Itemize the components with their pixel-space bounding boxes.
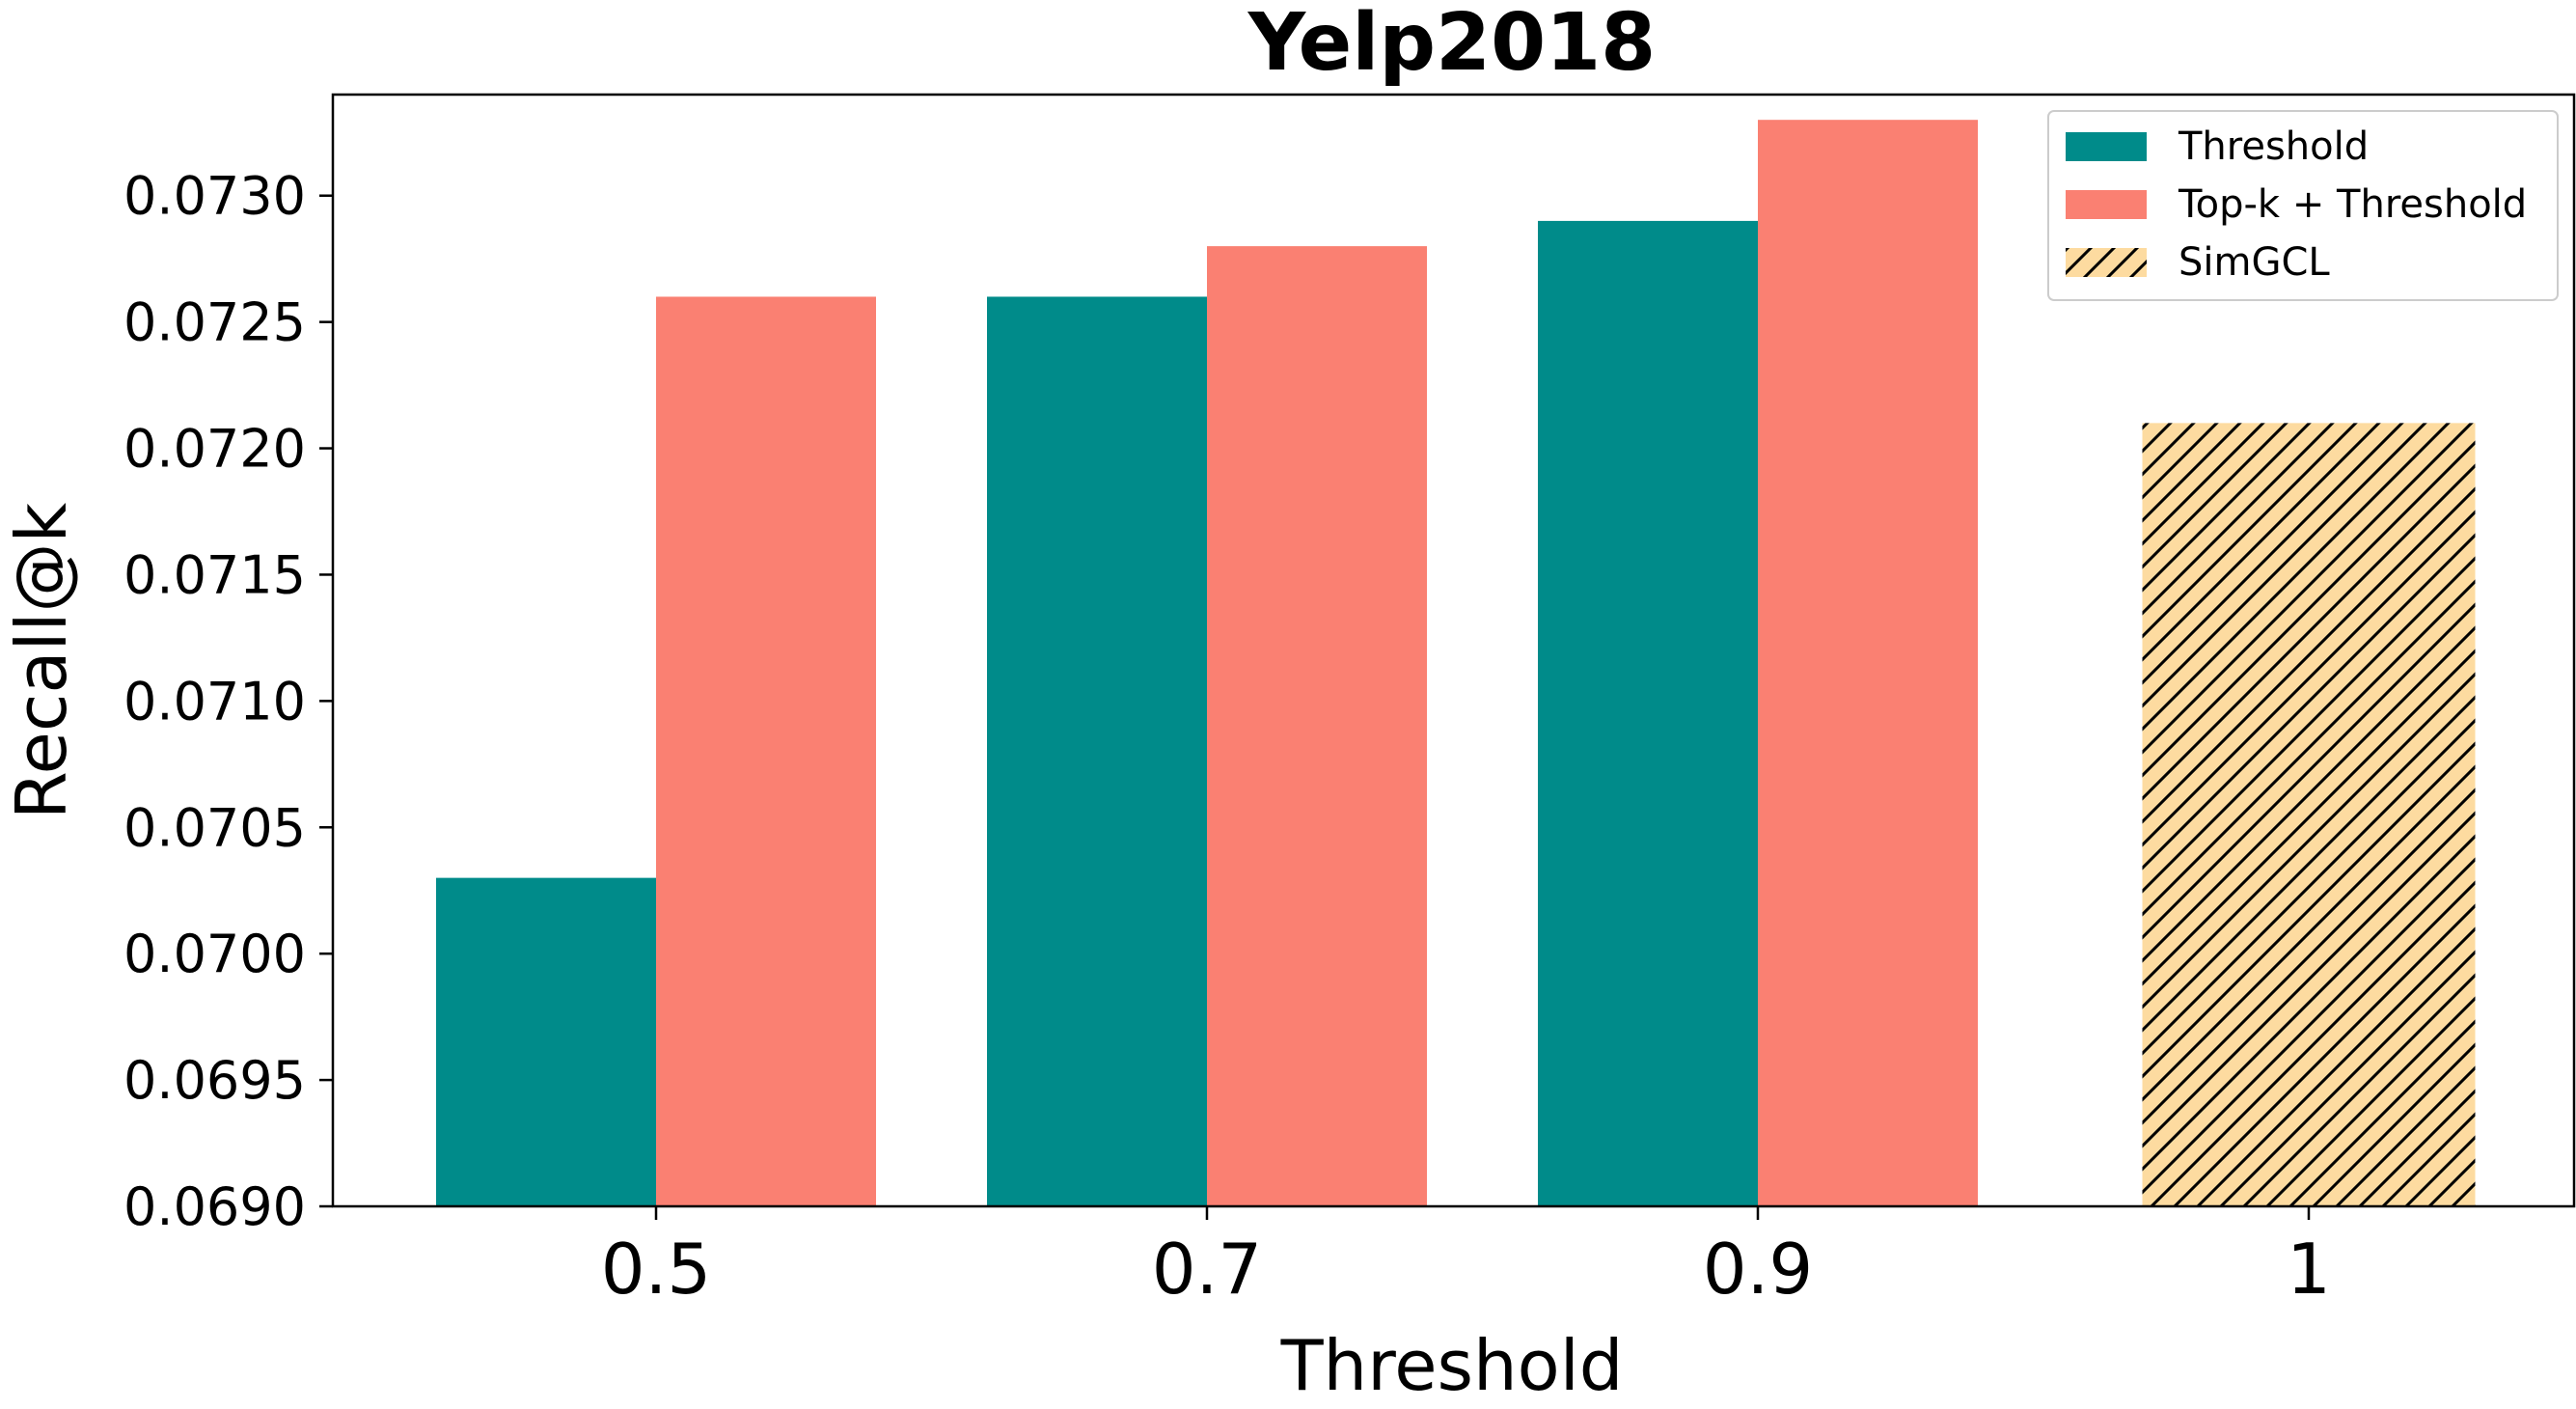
y-tick-label: 0.0705 bbox=[123, 797, 306, 858]
y-tick-label: 0.0710 bbox=[123, 671, 306, 732]
bar-top-k-threshold-0-5 bbox=[656, 296, 876, 1206]
plot-area: 0.0690 0.0695 0.0700 0.0705 0.0710 0.0715 0.07… bbox=[123, 93, 2576, 1310]
bar-threshold-0-5 bbox=[436, 877, 656, 1206]
chart-title: Yelp2018 bbox=[1247, 0, 1657, 89]
x-tick-label: 1 bbox=[2287, 1229, 2331, 1310]
y-tick-label: 0.0715 bbox=[123, 544, 306, 605]
bar-top-k-threshold-0-9 bbox=[1758, 120, 1978, 1207]
x-tick-label: 0.7 bbox=[1152, 1229, 1263, 1310]
x-tick-label: 0.9 bbox=[1703, 1229, 1814, 1310]
legend-box bbox=[2047, 110, 2559, 301]
bar-simgcl-1 bbox=[2142, 423, 2476, 1206]
plot-frame bbox=[331, 93, 2576, 1208]
legend: Threshold Top-k + Threshold SimGCL bbox=[2047, 110, 2559, 301]
y-tick-label: 0.0725 bbox=[123, 292, 306, 353]
legend-label: SimGCL bbox=[2179, 240, 2330, 285]
y-tick-label: 0.0700 bbox=[123, 924, 306, 984]
y-tick-label: 0.0690 bbox=[123, 1176, 306, 1237]
legend-swatch bbox=[2066, 190, 2147, 219]
y-axis-label: Recall@k bbox=[1, 502, 82, 819]
bar-threshold-0-7 bbox=[987, 296, 1207, 1206]
y-tick-label: 0.0730 bbox=[123, 166, 306, 227]
legend-swatch bbox=[2066, 248, 2147, 277]
bar-threshold-0-9 bbox=[1538, 220, 1758, 1207]
y-tick-label: 0.0695 bbox=[123, 1050, 306, 1111]
legend-swatch bbox=[2066, 132, 2147, 161]
legend-label: Threshold bbox=[2178, 124, 2369, 169]
bar-top-k-threshold-0-7 bbox=[1207, 246, 1427, 1206]
x-tick-label: 0.5 bbox=[601, 1229, 712, 1310]
y-tick-label: 0.0720 bbox=[123, 419, 306, 480]
x-axis-label: Threshold bbox=[1280, 1325, 1624, 1406]
legend-label: Top-k + Threshold bbox=[2178, 182, 2527, 227]
